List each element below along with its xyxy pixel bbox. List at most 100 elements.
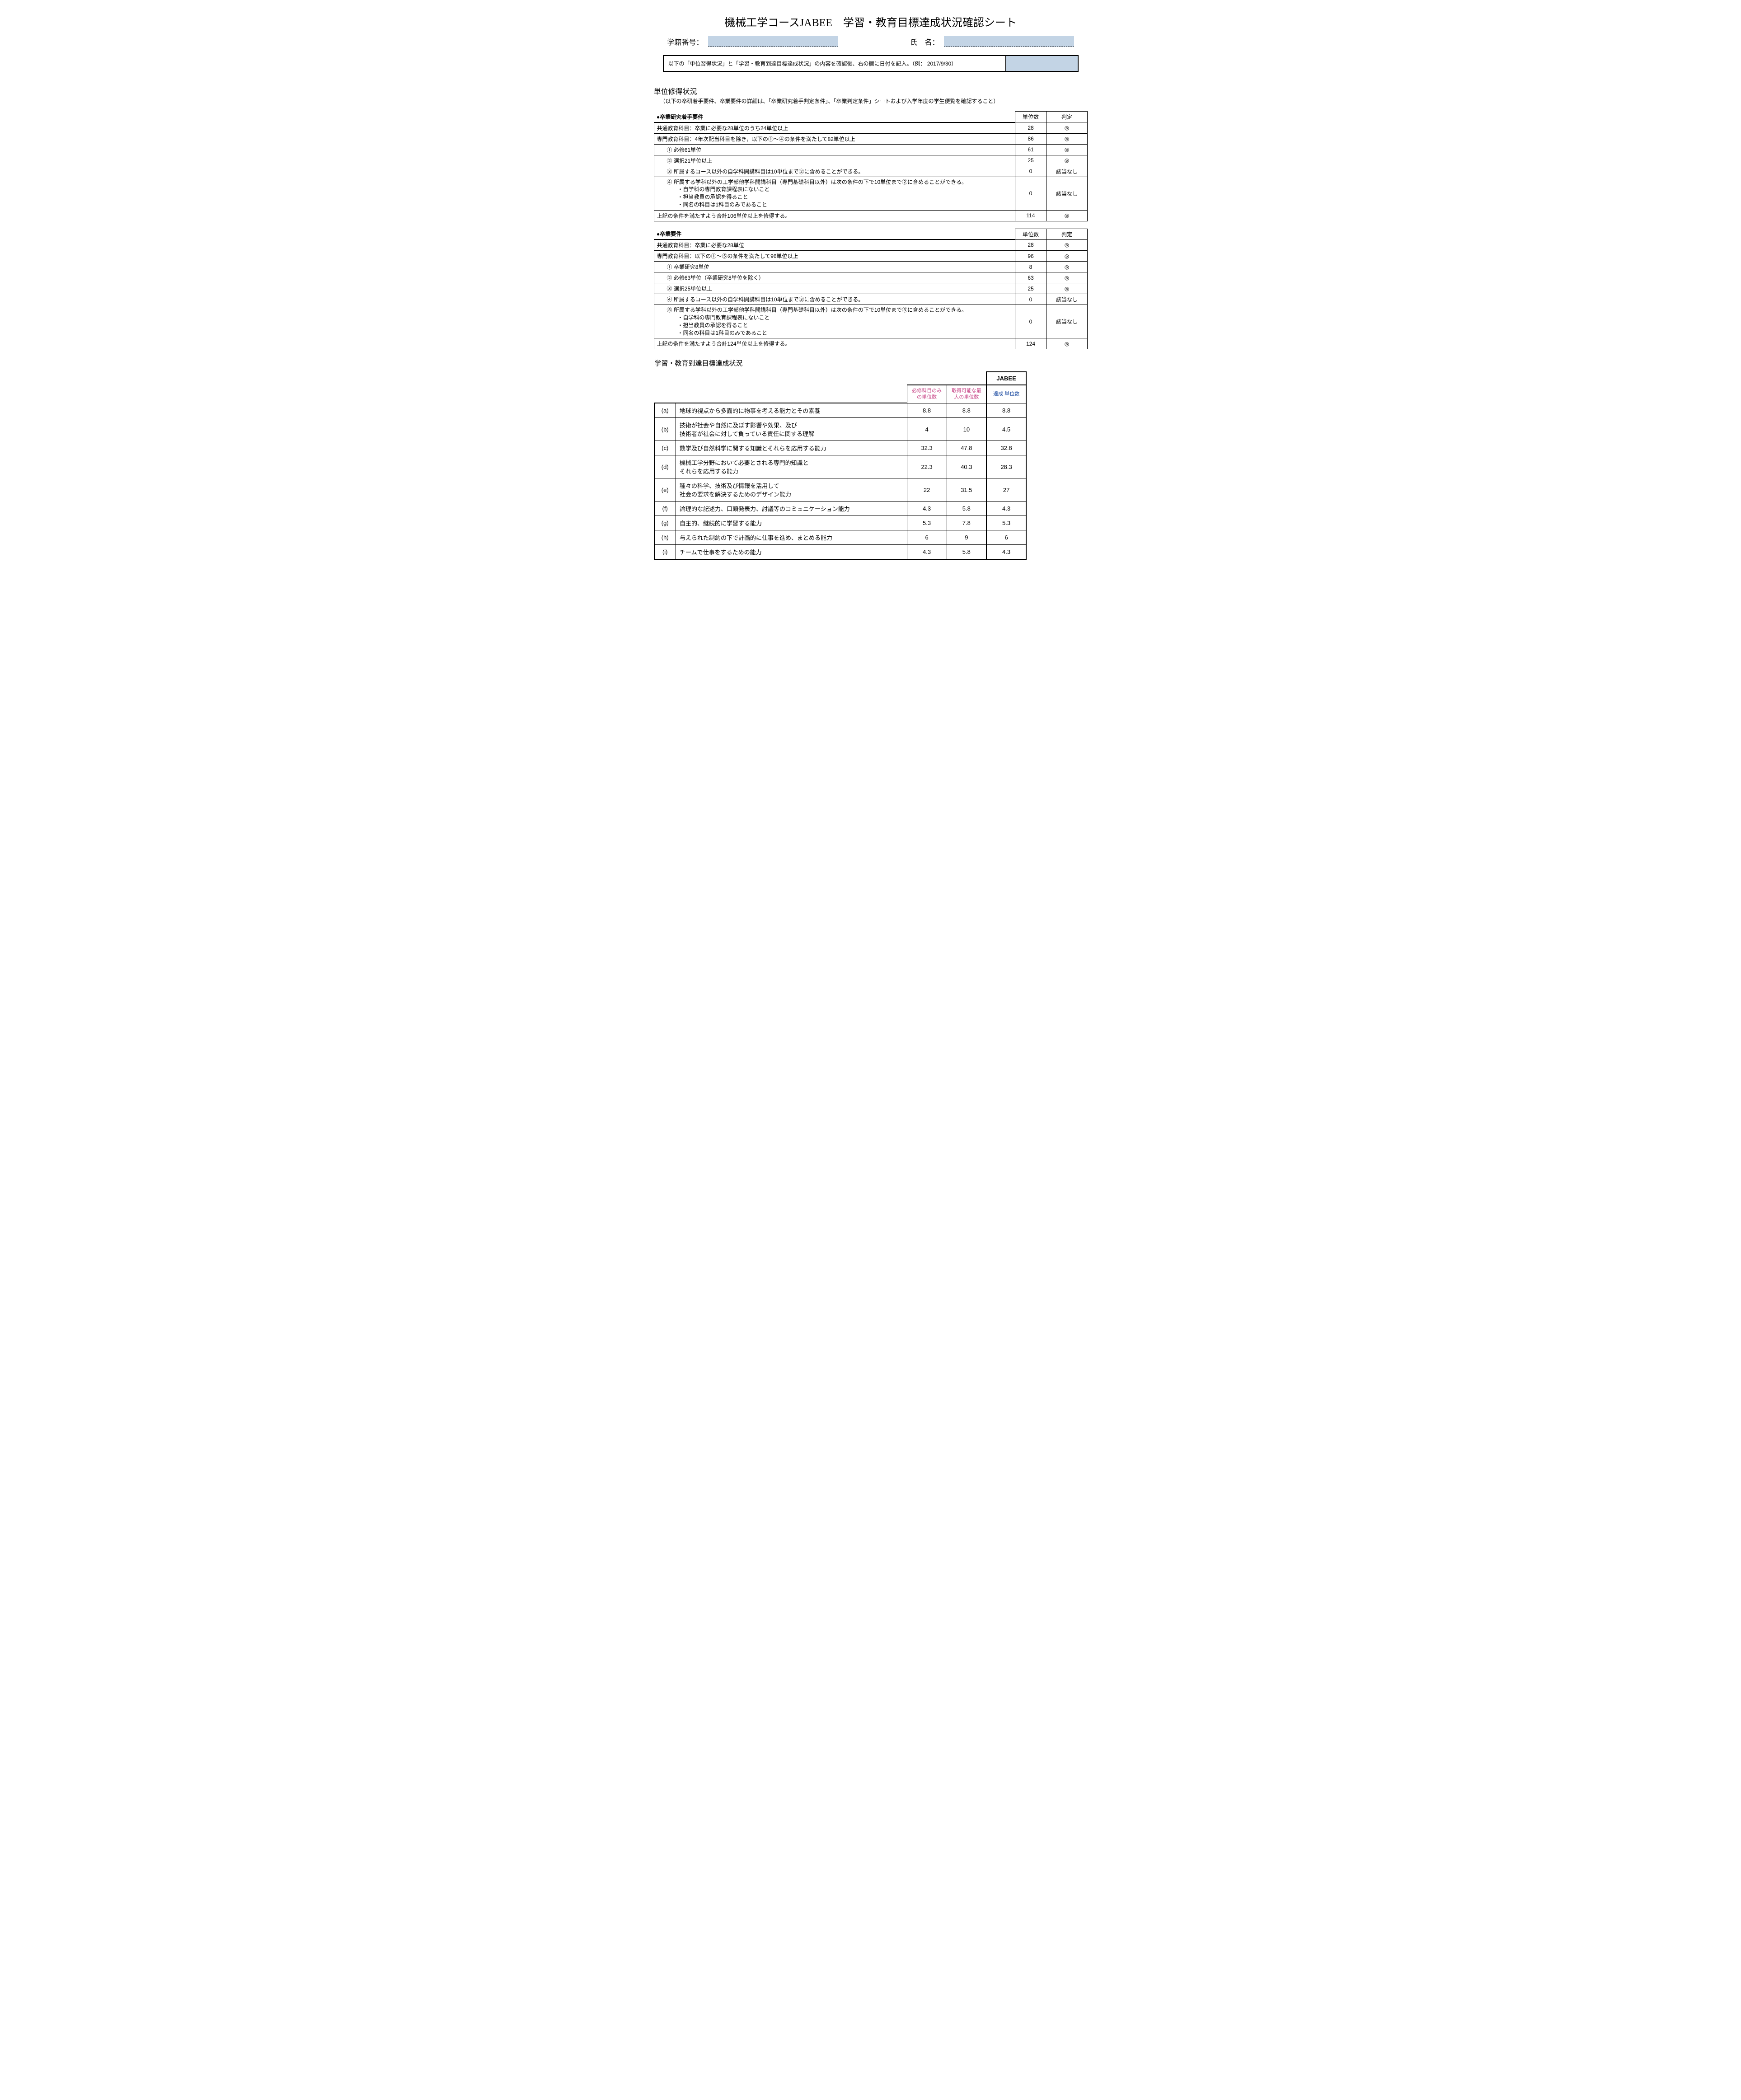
goal-v3: 4.3	[986, 502, 1026, 516]
goal-v3: 5.3	[986, 516, 1026, 530]
req-units: 61	[1015, 144, 1046, 155]
goal-code: (a)	[654, 403, 676, 418]
req2-title: ●卒業要件	[654, 229, 1015, 239]
req-units: 114	[1015, 210, 1046, 221]
req-judge: ◎	[1046, 262, 1087, 272]
req1-title: ●卒業研究着手要件	[654, 112, 1015, 122]
req-units: 124	[1015, 338, 1046, 349]
requirements-table-1: ●卒業研究着手要件 単位数 判定 共通教育科目：卒業に必要な28単位のうち24単…	[654, 111, 1088, 221]
req-judge: ◎	[1046, 283, 1087, 294]
confirm-date-input[interactable]	[1005, 56, 1078, 71]
goal-v3: 32.8	[986, 441, 1026, 455]
goal-v2: 7.8	[947, 516, 986, 530]
goal-v2: 40.3	[947, 455, 986, 478]
goal-desc: 機械工学分野において必要とされる専門的知識と それらを応用する能力	[676, 455, 907, 478]
goal-code: (d)	[654, 455, 676, 478]
requirements-table-2: ●卒業要件 単位数 判定 共通教育科目：卒業に必要な28単位28◎専門教育科目：…	[654, 229, 1088, 350]
section2-heading: 学習・教育到達目標達成状況	[655, 358, 1088, 368]
req-desc: ④ 所属する学科以外の工学部他学科開講科目（専門基礎科目以外）は次の条件の下で1…	[654, 177, 1015, 210]
req-desc: 共通教育科目：卒業に必要な28単位	[654, 239, 1015, 251]
col-judge: 判定	[1046, 229, 1087, 239]
req-units: 0	[1015, 177, 1046, 210]
req-desc: ③ 所属するコース以外の自学科開講科目は10単位まで②に含めることができる。	[654, 166, 1015, 177]
req-desc: ① 必修61単位	[654, 144, 1015, 155]
goal-v3: 28.3	[986, 455, 1026, 478]
req-judge: ◎	[1046, 133, 1087, 144]
goal-desc: 地球的視点から多面的に物事を考える能力とその素養	[676, 403, 907, 418]
goal-desc: 与えられた制約の下で計画的に仕事を進め、まとめる能力	[676, 530, 907, 545]
goal-v3: 6	[986, 530, 1026, 545]
goal-v3: 27	[986, 478, 1026, 502]
goal-v2: 47.8	[947, 441, 986, 455]
req-desc: 専門教育科目：4年次配当科目を除き，以下の①～④の条件を満たして82単位以上	[654, 133, 1015, 144]
req-desc: ② 選択21単位以上	[654, 155, 1015, 166]
goal-col2: 取得可能な最大の単位数	[947, 385, 986, 403]
goal-v1: 4	[907, 418, 947, 441]
col-units: 単位数	[1015, 229, 1046, 239]
goal-col3: 達成 単位数	[986, 385, 1026, 403]
req-desc: 共通教育科目：卒業に必要な28単位のうち24単位以上	[654, 122, 1015, 134]
goal-v1: 22	[907, 478, 947, 502]
goal-v2: 10	[947, 418, 986, 441]
req-desc: ③ 選択25単位以上	[654, 283, 1015, 294]
goal-desc: 自主的、継続的に学習する能力	[676, 516, 907, 530]
goal-code: (h)	[654, 530, 676, 545]
goal-code: (i)	[654, 545, 676, 560]
goal-v1: 32.3	[907, 441, 947, 455]
req-judge: 該当なし	[1046, 177, 1087, 210]
goal-v1: 6	[907, 530, 947, 545]
req-judge: ◎	[1046, 122, 1087, 134]
req-units: 28	[1015, 239, 1046, 251]
goal-v2: 5.8	[947, 545, 986, 560]
goal-desc: チームで仕事をするための能力	[676, 545, 907, 560]
id-row: 学籍番号： 氏 名：	[654, 36, 1088, 47]
goal-code: (e)	[654, 478, 676, 502]
goal-v1: 5.3	[907, 516, 947, 530]
req-judge: ◎	[1046, 155, 1087, 166]
req-units: 96	[1015, 251, 1046, 262]
goal-desc: 種々の科学、技術及び情報を活用して 社会の要求を解決するためのデザイン能力	[676, 478, 907, 502]
goal-v1: 8.8	[907, 403, 947, 418]
req-judge: ◎	[1046, 239, 1087, 251]
req-desc: ① 卒業研究8単位	[654, 262, 1015, 272]
req-judge: ◎	[1046, 251, 1087, 262]
goal-v2: 8.8	[947, 403, 986, 418]
goal-desc: 論理的な記述力、口頭発表力、討議等のコミュニケーション能力	[676, 502, 907, 516]
jabee-label: JABEE	[986, 372, 1026, 385]
goal-desc: 数学及び自然科学に関する知識とそれらを応用する能力	[676, 441, 907, 455]
req-units: 0	[1015, 294, 1046, 305]
page-title: 機械工学コースJABEE 学習・教育目標達成状況確認シート	[654, 14, 1088, 29]
goal-code: (g)	[654, 516, 676, 530]
req-desc: ④ 所属するコース以外の自学科開講科目は10単位まで③に含めることができる。	[654, 294, 1015, 305]
goal-v2: 5.8	[947, 502, 986, 516]
student-id-input[interactable]	[708, 36, 838, 47]
req-judge: ◎	[1046, 210, 1087, 221]
req-desc: 上記の条件を満たすよう合計124単位以上を修得する。	[654, 338, 1015, 349]
req-units: 0	[1015, 166, 1046, 177]
goal-v1: 22.3	[907, 455, 947, 478]
student-id-label: 学籍番号：	[667, 36, 704, 47]
goal-v1: 4.3	[907, 545, 947, 560]
req-units: 25	[1015, 155, 1046, 166]
confirm-text: 以下の「単位習得状況」と「学習・教育到達目標達成状況」の内容を確認後、右の欄に日…	[664, 56, 1005, 71]
section1-note: （以下の卒研着手要件、卒業要件の詳細は、「卒業研究着手判定条件」、「卒業判定条件…	[654, 97, 1088, 105]
req-desc: 専門教育科目：以下の①～⑤の条件を満たして96単位以上	[654, 251, 1015, 262]
confirm-box: 以下の「単位習得状況」と「学習・教育到達目標達成状況」の内容を確認後、右の欄に日…	[663, 55, 1079, 72]
goal-v2: 31.5	[947, 478, 986, 502]
goal-v2: 9	[947, 530, 986, 545]
req-units: 28	[1015, 122, 1046, 134]
goal-code: (f)	[654, 502, 676, 516]
goal-code: (c)	[654, 441, 676, 455]
req-judge: ◎	[1046, 272, 1087, 283]
req-judge: ◎	[1046, 338, 1087, 349]
req-units: 25	[1015, 283, 1046, 294]
goals-table: JABEE 必修科目のみの単位数 取得可能な最大の単位数 達成 単位数 (a)地…	[654, 371, 1027, 560]
col-judge: 判定	[1046, 112, 1087, 122]
col-units: 単位数	[1015, 112, 1046, 122]
goal-v3: 4.3	[986, 545, 1026, 560]
name-input[interactable]	[944, 36, 1074, 47]
req-desc: ⑤ 所属する学科以外の工学部他学科開講科目（専門基礎科目以外）は次の条件の下で1…	[654, 305, 1015, 338]
req-judge: 該当なし	[1046, 166, 1087, 177]
goal-code: (b)	[654, 418, 676, 441]
section1-heading: 単位修得状況	[654, 85, 1088, 96]
